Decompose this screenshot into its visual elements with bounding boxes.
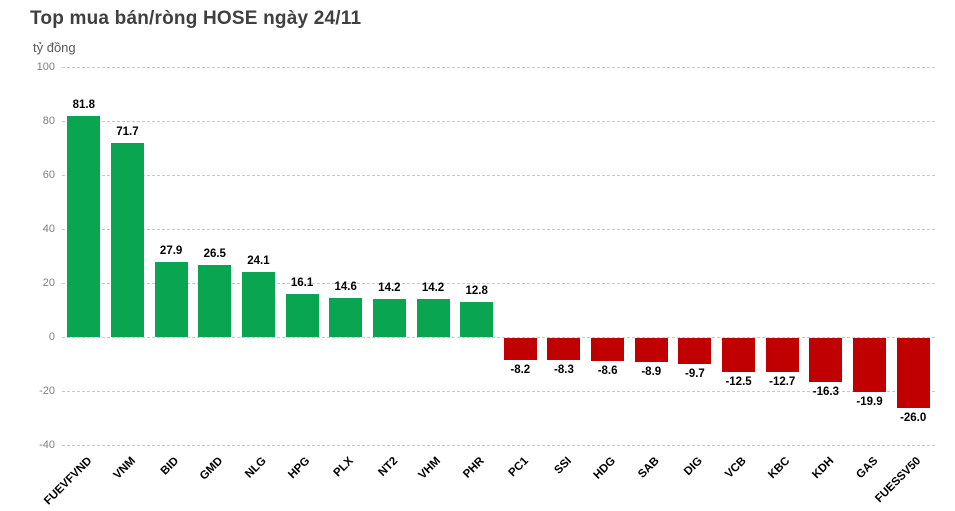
bar-value-label-NT2: 14.2 xyxy=(378,281,401,294)
bar-value-label-VCB: -12.5 xyxy=(725,375,752,388)
bar-value-label-HPG: 16.1 xyxy=(290,276,314,289)
bar-value-label-VHM: 14.2 xyxy=(421,281,445,294)
y-axis-tick--40: -40 xyxy=(39,439,55,451)
x-axis-label-VHM: VHM xyxy=(416,455,444,482)
x-axis-label-PC1: PC1 xyxy=(506,455,531,480)
bar-FUEVFVND xyxy=(67,116,101,337)
y-axis-tick-20: 20 xyxy=(42,277,55,289)
bar-HPG xyxy=(285,293,319,337)
bar-value-label-KBC: -12.7 xyxy=(769,376,796,389)
chart-title: Top mua bán/ròng HOSE ngày 24/11 xyxy=(30,8,362,29)
y-axis-tick-100: 100 xyxy=(36,61,55,73)
x-axis-label-NT2: NT2 xyxy=(376,455,400,479)
bar-HDG xyxy=(591,338,625,362)
bar-value-label-GMD: 26.5 xyxy=(203,248,226,261)
bar-KBC xyxy=(765,338,799,373)
y-axis-tick-0: 0 xyxy=(48,331,55,343)
bar-value-label-NLG: 24.1 xyxy=(247,254,270,267)
gridline-y--40 xyxy=(62,445,935,446)
y-axis-tick--20: -20 xyxy=(39,385,55,397)
x-axis-label-KBC: KBC xyxy=(766,455,793,482)
bar-value-label-BID: 27.9 xyxy=(159,244,183,257)
x-axis-label-DIG: DIG xyxy=(682,455,706,478)
bar-GAS xyxy=(853,338,887,392)
bar-SSI xyxy=(547,338,581,361)
bar-GMD xyxy=(198,265,232,337)
bar-PC1 xyxy=(503,338,537,361)
bar-value-label-FUEVFVND: 81.8 xyxy=(72,99,95,112)
bar-NLG xyxy=(241,271,275,337)
x-axis-label-PHR: PHR xyxy=(461,455,488,481)
bar-VNM xyxy=(110,143,144,337)
bar-value-label-VNM: 71.7 xyxy=(116,126,139,139)
x-axis-label-HDG: HDG xyxy=(591,455,619,482)
bar-VHM xyxy=(416,298,450,337)
gridline-y-80 xyxy=(62,121,935,122)
y-axis-unit-label: tỷ đồng xyxy=(33,40,76,55)
x-axis-label-GMD: GMD xyxy=(197,455,226,483)
gridline-y-20 xyxy=(62,283,935,284)
bar-PHR xyxy=(460,302,494,337)
bar-value-label-KDH: -16.3 xyxy=(812,386,839,398)
x-axis-label-KDH: KDH xyxy=(810,455,837,482)
y-axis-tick-40: 40 xyxy=(42,223,55,235)
bar-NT2 xyxy=(372,298,406,337)
bar-SAB xyxy=(634,338,668,363)
bar-BID xyxy=(154,261,188,337)
x-axis-label-FUEVFVND: FUEVFVND xyxy=(41,455,95,508)
bar-value-label-HDG: -8.6 xyxy=(597,365,618,378)
bar-DIG xyxy=(678,338,712,365)
x-axis-label-SAB: SAB xyxy=(636,455,662,481)
x-axis-label-PLX: PLX xyxy=(331,455,357,480)
bar-value-label-PC1: -8.2 xyxy=(510,364,531,377)
x-axis-label-BID: BID xyxy=(159,455,182,478)
x-axis-label-NLG: NLG xyxy=(243,455,269,481)
y-axis-tick-80: 80 xyxy=(42,115,55,127)
bar-PLX xyxy=(329,297,363,337)
gridline-y-0 xyxy=(62,337,935,338)
gridline-y-60 xyxy=(62,175,935,176)
bar-value-label-SAB: -8.9 xyxy=(641,366,662,379)
bar-value-label-FUESSV50: -26.0 xyxy=(900,412,927,425)
bar-VCB xyxy=(722,338,756,372)
gridline-y-100 xyxy=(62,67,935,68)
bar-value-label-SSI: -8.3 xyxy=(554,364,574,377)
x-axis-label-GAS: GAS xyxy=(853,455,881,482)
bar-KDH xyxy=(809,338,843,382)
gridline-y--20 xyxy=(62,391,935,392)
gridline-y-40 xyxy=(62,229,935,230)
y-axis-tick-60: 60 xyxy=(42,169,55,181)
bar-FUESSV50 xyxy=(896,338,930,409)
x-axis-label-FUESSV50: FUESSV50 xyxy=(873,455,924,506)
bar-value-label-PHR: 12.8 xyxy=(465,285,488,298)
bar-value-label-DIG: -9.7 xyxy=(685,368,705,381)
x-axis-label-VNM: VNM xyxy=(111,455,138,482)
bar-value-label-PLX: 14.6 xyxy=(334,280,357,293)
x-axis-label-VCB: VCB xyxy=(723,455,750,481)
bar-value-label-GAS: -19.9 xyxy=(856,395,883,408)
x-axis-label-SSI: SSI xyxy=(552,455,575,477)
x-axis-label-HPG: HPG xyxy=(286,455,313,482)
